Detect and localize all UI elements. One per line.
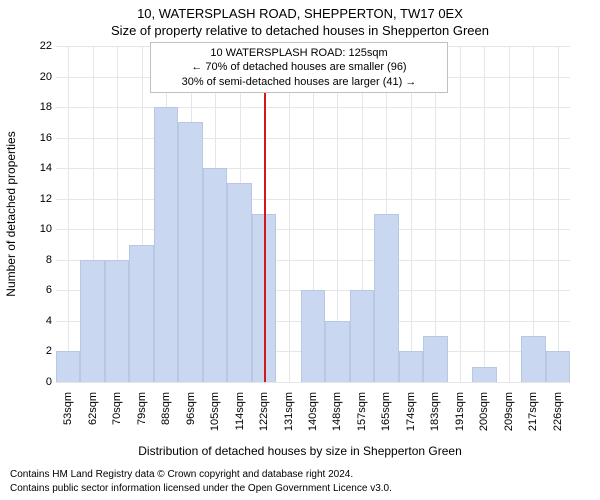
x-tick-label: 114sqm <box>234 392 246 442</box>
y-tick-label: 8 <box>22 254 52 266</box>
bar <box>56 351 80 382</box>
gridline <box>435 46 436 382</box>
reference-line <box>264 46 266 382</box>
bar <box>80 260 104 382</box>
x-axis-label: Distribution of detached houses by size … <box>0 444 600 458</box>
bar <box>374 214 398 382</box>
info-line: 10 WATERSPLASH ROAD: 125sqm <box>155 46 443 60</box>
bar <box>105 260 129 382</box>
gridline <box>460 46 461 382</box>
y-axis-label: Number of detached properties <box>4 131 18 296</box>
x-tick-label: 140sqm <box>307 392 319 442</box>
gridline <box>289 46 290 382</box>
x-tick-label: 183sqm <box>429 392 441 442</box>
footer-line: Contains public sector information licen… <box>10 483 392 494</box>
page-title: 10, WATERSPLASH ROAD, SHEPPERTON, TW17 0… <box>0 6 600 21</box>
y-tick-label: 16 <box>22 132 52 144</box>
bar <box>325 321 349 382</box>
x-tick-label: 191sqm <box>454 392 466 442</box>
info-line: ← 70% of detached houses are smaller (96… <box>155 60 443 74</box>
y-tick-label: 4 <box>22 315 52 327</box>
x-tick-label: 122sqm <box>258 392 270 442</box>
y-tick-label: 20 <box>22 71 52 83</box>
gridline <box>533 46 534 382</box>
info-box: 10 WATERSPLASH ROAD: 125sqm ← 70% of det… <box>150 42 448 93</box>
y-tick-label: 2 <box>22 345 52 357</box>
x-tick-label: 88sqm <box>160 392 172 442</box>
bar <box>546 351 570 382</box>
bar <box>472 367 496 382</box>
x-tick-label: 79sqm <box>136 392 148 442</box>
x-tick-label: 96sqm <box>185 392 197 442</box>
bar <box>203 168 227 382</box>
bar <box>178 122 202 382</box>
x-tick-label: 217sqm <box>527 392 539 442</box>
x-tick-label: 165sqm <box>380 392 392 442</box>
bar <box>423 336 447 382</box>
y-tick-label: 6 <box>22 284 52 296</box>
bar <box>399 351 423 382</box>
footer-line: Contains HM Land Registry data © Crown c… <box>10 469 353 480</box>
bar <box>301 290 325 382</box>
x-tick-label: 200sqm <box>478 392 490 442</box>
y-tick-label: 22 <box>22 40 52 52</box>
x-tick-label: 70sqm <box>111 392 123 442</box>
gridline <box>56 382 570 383</box>
x-tick-label: 148sqm <box>331 392 343 442</box>
x-tick-label: 174sqm <box>405 392 417 442</box>
x-tick-label: 226sqm <box>552 392 564 442</box>
bars-layer <box>56 46 570 382</box>
y-tick-label: 10 <box>22 223 52 235</box>
bar <box>154 107 178 382</box>
bar <box>129 245 153 382</box>
x-tick-label: 209sqm <box>503 392 515 442</box>
bar <box>350 290 374 382</box>
y-tick-label: 14 <box>22 162 52 174</box>
info-line: 30% of semi-detached houses are larger (… <box>155 75 443 89</box>
x-tick-label: 53sqm <box>62 392 74 442</box>
gridline <box>558 46 559 382</box>
plot-area <box>56 46 570 382</box>
gridline <box>484 46 485 382</box>
y-tick-label: 0 <box>22 376 52 388</box>
x-tick-label: 105sqm <box>209 392 221 442</box>
gridline <box>411 46 412 382</box>
gridline <box>509 46 510 382</box>
page-subtitle: Size of property relative to detached ho… <box>0 23 600 38</box>
y-tick-label: 18 <box>22 101 52 113</box>
y-tick-label: 12 <box>22 193 52 205</box>
x-tick-label: 62sqm <box>87 392 99 442</box>
bar <box>521 336 545 382</box>
bar <box>227 183 251 382</box>
gridline <box>68 46 69 382</box>
x-tick-label: 131sqm <box>283 392 295 442</box>
x-tick-label: 157sqm <box>356 392 368 442</box>
